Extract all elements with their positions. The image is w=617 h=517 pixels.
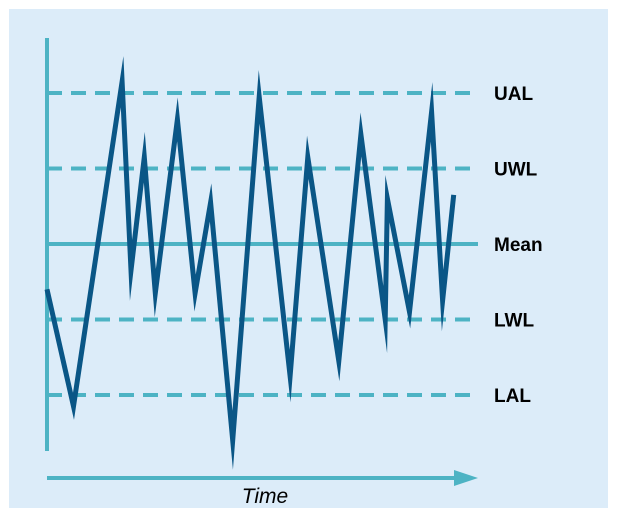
time-arrow-head [454, 470, 478, 486]
reference-label-lal: LAL [494, 386, 531, 407]
reference-lines [47, 91, 478, 397]
time-axis-label: Time [242, 485, 288, 508]
reference-labels: UAL UWL Mean LWL LAL [494, 84, 543, 407]
series-line [44, 56, 457, 470]
reference-label-uwl: UWL [494, 160, 538, 181]
time-axis-arrow [47, 470, 478, 486]
reference-label-ual: UAL [494, 84, 533, 105]
reference-label-mean: Mean [494, 235, 543, 256]
reference-label-lwl: LWL [494, 311, 534, 332]
